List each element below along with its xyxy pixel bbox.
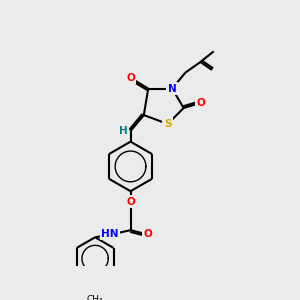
Text: O: O bbox=[144, 229, 153, 239]
Text: O: O bbox=[126, 73, 135, 83]
Text: HN: HN bbox=[101, 229, 119, 239]
Text: O: O bbox=[197, 98, 206, 108]
Text: S: S bbox=[164, 119, 172, 129]
Text: O: O bbox=[126, 197, 135, 207]
Text: CH₃: CH₃ bbox=[87, 295, 103, 300]
Text: N: N bbox=[168, 83, 176, 94]
Text: H: H bbox=[119, 126, 128, 136]
